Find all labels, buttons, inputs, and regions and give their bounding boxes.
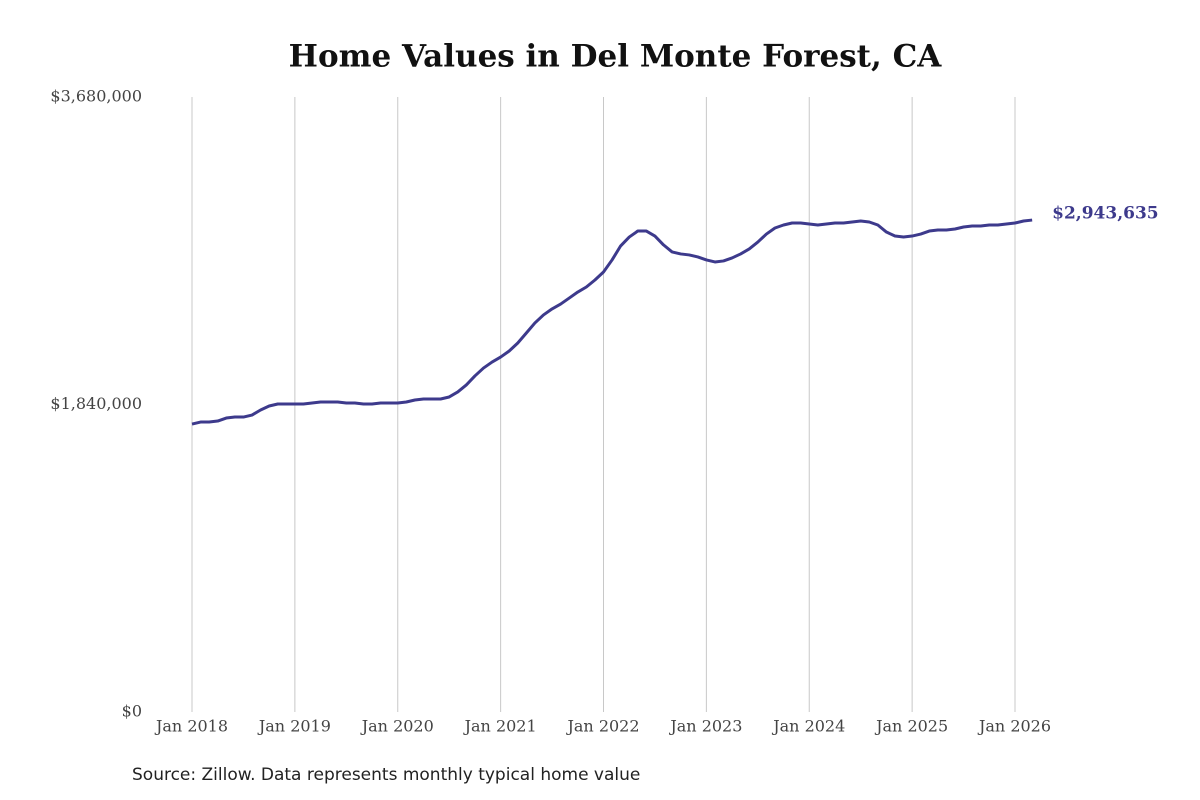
end-value-label: $2,943,635: [1052, 204, 1158, 224]
x-tick-label: Jan 2026: [977, 717, 1051, 736]
x-tick-label: Jan 2019: [257, 717, 331, 736]
x-tick-label: Jan 2021: [463, 717, 537, 736]
source-note: Source: Zillow. Data represents monthly …: [132, 765, 640, 785]
y-tick-label: $1,840,000: [50, 394, 142, 413]
x-tick-label: Jan 2018: [154, 717, 228, 736]
line-series: [191, 218, 1033, 426]
y-tick-label: $3,680,000: [50, 87, 142, 106]
y-tick-label: $0: [122, 702, 142, 721]
x-tick-label: Jan 2024: [771, 717, 845, 736]
x-tick-label: Jan 2023: [668, 717, 742, 736]
x-tick-label: Jan 2025: [874, 717, 948, 736]
chart-title: Home Values in Del Monte Forest, CA: [289, 39, 943, 75]
x-tick-label: Jan 2020: [360, 717, 434, 736]
x-tick-label: Jan 2022: [565, 717, 639, 736]
